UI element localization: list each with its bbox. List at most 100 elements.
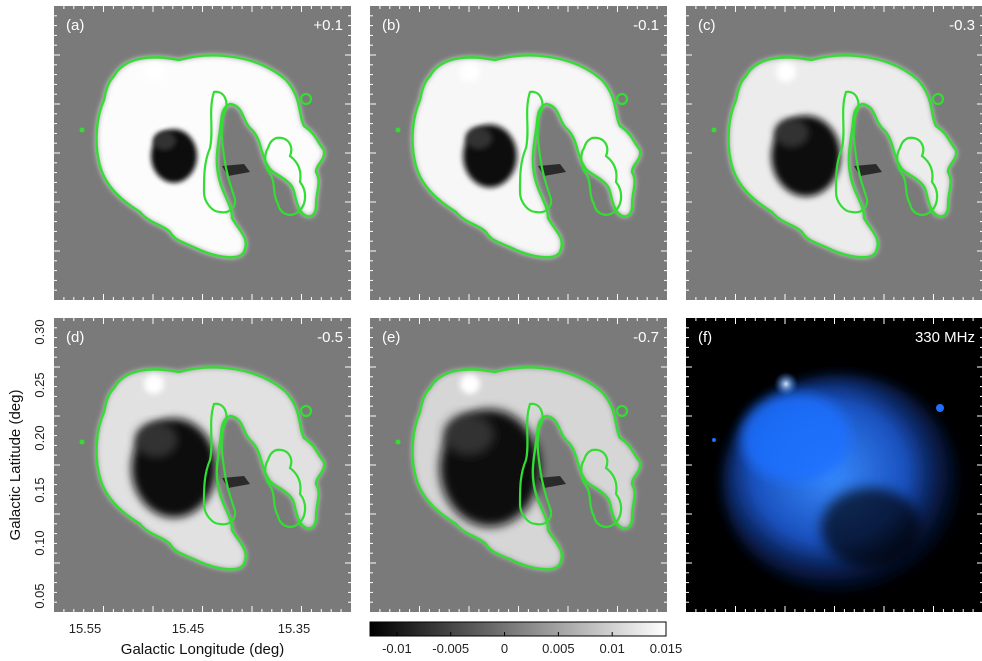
remnant-map	[79, 54, 326, 259]
emission-dark-group	[771, 115, 841, 197]
emission-hotspot	[460, 374, 480, 394]
panel-velocity-label: 330 MHz	[915, 329, 975, 346]
emission-notch	[222, 164, 250, 176]
colorbar-tick-label: 0.005	[542, 641, 575, 656]
panel-velocity-label: +0.1	[313, 17, 343, 34]
y-tick-label: 0.30	[32, 319, 47, 344]
contour-inner	[202, 90, 237, 214]
colorbar-tick-label: 0.015	[650, 641, 683, 656]
y-tick-label: 0.15	[32, 477, 47, 502]
y-tick-label: 0.05	[32, 583, 47, 608]
emission-dark-secondary	[774, 118, 809, 148]
contour-dot	[79, 439, 85, 445]
contour-right	[580, 136, 623, 216]
emission-notch	[538, 164, 566, 176]
contour-right	[264, 136, 307, 216]
contour-dot	[395, 439, 401, 445]
panel-ticks	[54, 318, 351, 612]
x-tick-label: 15.35	[278, 621, 311, 636]
emission-hotspot	[460, 62, 480, 82]
contour-point-source	[615, 92, 629, 106]
emission-bright	[96, 55, 325, 258]
emission-dark-group	[151, 129, 197, 183]
contour-inner	[834, 90, 869, 214]
contour-dot	[395, 127, 401, 133]
contour-inner	[202, 402, 237, 526]
remnant-map	[395, 366, 642, 571]
emission-notch	[854, 164, 882, 176]
y-axis-title: Galactic Latitude (deg)	[7, 390, 24, 541]
radio-bright-region	[741, 393, 851, 483]
panel-c: (c) -0.3	[686, 6, 982, 300]
colorbar-tick-label: -0.005	[432, 641, 469, 656]
emission-dark-group	[439, 409, 541, 527]
x-axis-title: Galactic Longitude (deg)	[121, 641, 284, 658]
contour-right	[896, 136, 939, 216]
y-tick-label: 0.20	[32, 425, 47, 450]
emission-dark-secondary	[152, 131, 176, 151]
colorbar-tick-label: 0	[501, 641, 508, 656]
panel-index: (c)	[698, 17, 716, 34]
emission-hotspot	[144, 374, 164, 394]
colorbar-tick-label: -0.01	[382, 641, 412, 656]
remnant-map	[79, 366, 326, 571]
radio-dark-region	[821, 488, 921, 568]
emission-bright	[412, 55, 641, 258]
emission-dark-group	[463, 124, 517, 188]
emission-notch	[538, 476, 566, 488]
emission-dark-secondary	[443, 413, 495, 456]
panel-ticks	[370, 318, 667, 612]
contour-outer	[411, 366, 642, 571]
emission-bright	[728, 55, 957, 258]
emission-dark-secondary	[465, 126, 493, 150]
contour-point-source	[299, 404, 313, 418]
emission-notch	[222, 476, 250, 488]
x-tick-label: 15.55	[69, 621, 102, 636]
panel-e: (e) -0.7	[370, 318, 667, 612]
emission-hotspot	[776, 62, 796, 82]
x-tick-label: 15.45	[172, 621, 205, 636]
remnant-map	[395, 54, 642, 259]
radio-point-source	[936, 404, 944, 412]
panel-velocity-label: -0.7	[633, 329, 659, 346]
panel-index: (e)	[382, 329, 400, 346]
radio-hotspot	[774, 372, 798, 396]
emission-dark-group	[131, 418, 217, 518]
colorbar-tick-label: 0.01	[600, 641, 625, 656]
remnant-map	[711, 54, 958, 259]
emission-dark-secondary	[135, 422, 178, 458]
contour-dot	[79, 127, 85, 133]
colorbar	[369, 621, 667, 637]
contour-inner	[518, 90, 553, 214]
contour-right	[264, 448, 307, 528]
contour-point-source	[931, 92, 945, 106]
panel-ticks	[54, 6, 351, 300]
contour-outer	[95, 54, 326, 259]
contour-dot	[711, 127, 717, 133]
panel-index: (b)	[382, 17, 400, 34]
panel-velocity-label: -0.5	[317, 329, 343, 346]
contour-outer	[727, 54, 958, 259]
contour-right	[580, 448, 623, 528]
panel-a: (a) +0.1	[54, 6, 351, 300]
contour-point-source	[615, 404, 629, 418]
panel-index: (a)	[66, 17, 84, 34]
radio-map	[712, 372, 959, 591]
contour-point-source	[299, 92, 313, 106]
panel-ticks	[686, 318, 982, 612]
panel-velocity-label: -0.3	[949, 17, 975, 34]
panel-ticks	[370, 6, 667, 300]
panel-velocity-label: -0.1	[633, 17, 659, 34]
panel-d: (d) -0.5	[54, 318, 351, 612]
radio-dot	[712, 438, 716, 442]
panel-ticks	[686, 6, 982, 300]
contour-outer	[95, 366, 326, 571]
contour-outer	[411, 54, 642, 259]
contour-inner	[518, 402, 553, 526]
panel-b: (b) -0.1	[370, 6, 667, 300]
panel-f: (f) 330 MHz	[686, 318, 982, 612]
y-tick-label: 0.10	[32, 530, 47, 555]
panel-index: (f)	[698, 329, 712, 346]
